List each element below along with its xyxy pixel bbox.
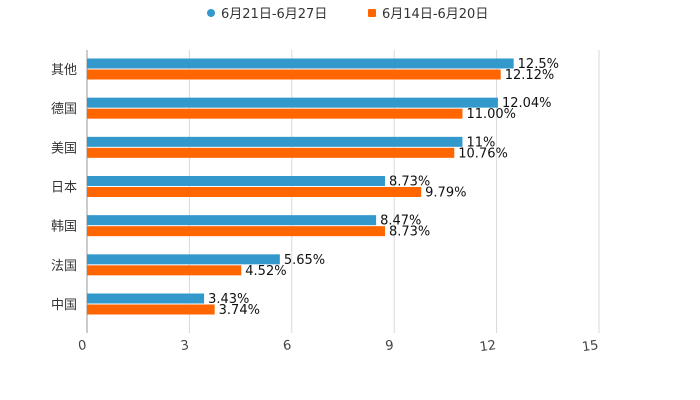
value-label: 11% xyxy=(466,135,495,150)
category-label: 其他 xyxy=(51,63,77,78)
category-label: 德国 xyxy=(51,102,77,117)
category-label: 韩国 xyxy=(51,220,77,235)
bar-recent-2[interactable] xyxy=(87,136,463,147)
category-label: 中国 xyxy=(51,298,77,313)
bar-recent-3[interactable] xyxy=(87,176,385,186)
category-label: 法国 xyxy=(51,259,77,274)
bar-recent-6[interactable] xyxy=(87,293,205,304)
bar-recent-5[interactable] xyxy=(87,254,280,265)
x-tick-label: 12 xyxy=(479,338,497,355)
legend-marker-0 xyxy=(207,9,215,17)
bar-previous-5[interactable] xyxy=(87,265,242,276)
bar-previous-6[interactable] xyxy=(87,304,215,315)
bar-previous-4[interactable] xyxy=(87,226,385,237)
bar-recent-1[interactable] xyxy=(87,97,498,108)
legend-label-1[interactable]: 6月14日-6月20日 xyxy=(382,7,488,22)
x-tick-labels: 0 3 6 9 12 15 xyxy=(77,338,599,355)
value-labels: 12.5%12.12%12.04%11.00%11%10.76%8.73%9.7… xyxy=(208,57,559,318)
value-label: 4.52% xyxy=(245,264,286,279)
x-tick-label: 6 xyxy=(282,338,292,354)
value-label: 3.74% xyxy=(219,303,260,318)
value-label: 8.73% xyxy=(389,175,430,190)
value-label: 9.79% xyxy=(425,186,466,201)
x-tick-label: 3 xyxy=(180,338,190,354)
bar-previous-1[interactable] xyxy=(87,108,463,119)
x-tick-label: 15 xyxy=(581,338,599,355)
legend: 6月21日-6月27日 6月14日-6月20日 xyxy=(207,7,488,22)
bar-recent-0[interactable] xyxy=(87,58,514,69)
value-label: 3.43% xyxy=(208,292,249,307)
bar-previous-3[interactable] xyxy=(87,187,422,197)
bars xyxy=(87,58,514,315)
value-label: 8.73% xyxy=(389,225,430,240)
value-label: 10.76% xyxy=(458,146,508,161)
legend-label-0[interactable]: 6月21日-6月27日 xyxy=(221,7,327,22)
legend-marker-1 xyxy=(368,9,376,17)
value-label: 12.5% xyxy=(518,57,559,72)
value-label: 12.12% xyxy=(505,68,555,83)
value-label: 12.04% xyxy=(502,96,552,111)
value-label: 5.65% xyxy=(284,253,325,268)
value-label: 8.47% xyxy=(380,214,421,229)
bar-recent-4[interactable] xyxy=(87,215,377,226)
value-label: 11.00% xyxy=(466,107,516,122)
x-tick-label: 0 xyxy=(77,338,87,354)
bar-previous-2[interactable] xyxy=(87,147,455,158)
category-label: 日本 xyxy=(51,181,77,196)
x-tick-label: 9 xyxy=(384,338,394,354)
category-label: 美国 xyxy=(51,141,77,156)
bar-previous-0[interactable] xyxy=(87,69,501,80)
